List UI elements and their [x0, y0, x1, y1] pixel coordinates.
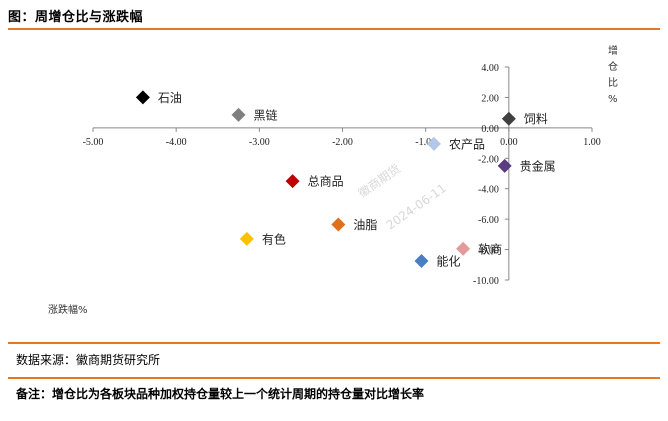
y-tick-label: -4.00: [478, 185, 499, 196]
point-label: 软商: [478, 241, 502, 256]
x-tick-label: 0.00: [500, 137, 518, 148]
watermark-line-2: 2024-06-11: [384, 181, 449, 232]
scatter-chart: -5.00 -4.00 -3.00 -2.00 -1.00 0.00 1.00 4.00 2.0…: [48, 44, 618, 316]
source-rule: [8, 342, 660, 344]
diamond-marker: [331, 217, 346, 232]
y-tick-label: -8.00: [478, 246, 499, 257]
data-point: 能化: [414, 253, 461, 268]
diamond-marker: [426, 136, 441, 151]
point-label: 农产品: [449, 137, 485, 151]
diamond-marker: [285, 174, 300, 189]
axes: -5.00 -4.00 -3.00 -2.00 -1.00 0.00 1.00 4.00 2.0…: [83, 63, 601, 287]
point-label: 总商品: [308, 174, 344, 189]
data-point: 油脂: [331, 217, 377, 232]
data-source: 数据来源：徽商期货研究所: [16, 353, 161, 367]
note-rule: [8, 377, 660, 379]
diamond-marker: [414, 253, 429, 268]
footnote: 备注：增仓比为各板块品种加权持仓量较上一个统计周期的持仓量对比增长率: [16, 387, 425, 401]
x-tick-label: -5.00: [83, 137, 104, 148]
point-label: 有色: [262, 232, 286, 246]
watermark-line-1: 徽商期货: [355, 161, 403, 201]
y-tick-label: 4.00: [481, 63, 499, 74]
point-label: 贵金属: [520, 158, 556, 173]
title-rule: [8, 28, 660, 30]
data-point: 软商: [456, 241, 502, 256]
figure-title: 图：周增仓比与涨跌幅: [8, 10, 144, 25]
x-tick-label: -3.00: [249, 137, 270, 148]
y-tick-label: -10.00: [473, 276, 499, 287]
x-tick-label: -4.00: [166, 137, 187, 148]
y-tick-label: 0.00: [481, 124, 499, 135]
data-point: 饲料: [501, 111, 548, 126]
diamond-marker: [497, 158, 512, 173]
x-tick-label: -1.00: [415, 137, 436, 148]
data-point: 农产品: [426, 136, 485, 151]
diamond-marker: [501, 111, 516, 126]
diamond-marker: [135, 90, 150, 105]
x-tick-label: 1.00: [583, 137, 601, 148]
x-axis-title: 涨跌幅%: [48, 303, 88, 316]
point-label: 油脂: [353, 217, 377, 232]
point-label: 黑链: [254, 107, 278, 122]
data-point: 石油: [135, 90, 182, 105]
point-label: 饲料: [524, 112, 548, 126]
diamond-marker: [239, 231, 254, 246]
data-point: 总商品: [285, 174, 344, 189]
data-point: 贵金属: [497, 158, 556, 173]
point-label: 能化: [437, 254, 461, 268]
diamond-marker: [231, 107, 246, 122]
x-tick-label: -2.00: [332, 137, 353, 148]
diamond-marker: [456, 241, 471, 256]
y-tick-label: 2.00: [481, 93, 499, 104]
y-axis-title: 增仓比%: [608, 44, 618, 105]
data-point: 黑链: [231, 107, 278, 122]
y-axis-label: 增仓比%: [608, 44, 618, 105]
y-tick-label: -6.00: [478, 215, 499, 226]
data-point: 有色: [239, 231, 286, 246]
point-label: 石油: [158, 91, 182, 105]
y-tick-label: -2.00: [478, 154, 499, 165]
